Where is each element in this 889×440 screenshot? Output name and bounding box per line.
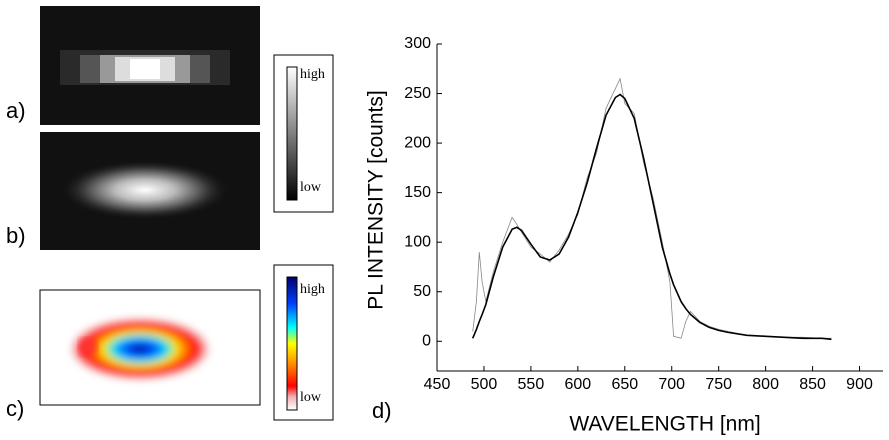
x-tick-label: 750 (705, 376, 732, 393)
y-tick-label: 50 (413, 283, 431, 300)
panel-a-image (40, 6, 260, 125)
y-axis-title: PL INTENSITY [counts] (365, 90, 388, 309)
y-tick-label: 250 (404, 85, 431, 102)
y-tick-label: 0 (422, 332, 431, 349)
panel-label: c) (6, 396, 24, 421)
panel-label: b) (6, 223, 26, 248)
x-tick-label: 700 (658, 376, 685, 393)
y-tick-label: 100 (404, 233, 431, 250)
x-tick-label: 900 (846, 376, 873, 393)
colorbar-color (273, 264, 334, 421)
y-tick-label: 150 (404, 184, 431, 201)
colorbar-label: low (300, 180, 322, 195)
y-tick-label: 300 (404, 35, 431, 52)
x-tick-label: 500 (471, 376, 498, 393)
series-line (472, 77, 832, 339)
series-line (471, 93, 832, 341)
x-tick-label: 450 (424, 376, 451, 393)
colorbar-gray (273, 54, 334, 213)
x-tick-label: 650 (611, 376, 638, 393)
y-tick-label: 200 (404, 134, 431, 151)
x-tick-label: 800 (752, 376, 779, 393)
colorbar-label: high (300, 282, 325, 297)
colorbar-label: high (300, 67, 325, 82)
x-axis-title: WAVELENGTH [nm] (569, 413, 760, 436)
x-tick-label: 550 (518, 376, 545, 393)
colorbar-label: low (300, 390, 322, 405)
panel-b-image (40, 132, 260, 250)
panel-label: a) (6, 98, 26, 123)
x-tick-label: 850 (799, 376, 826, 393)
panel-c-image (39, 289, 261, 406)
panel-label: d) (372, 398, 392, 423)
x-tick-label: 600 (564, 376, 591, 393)
